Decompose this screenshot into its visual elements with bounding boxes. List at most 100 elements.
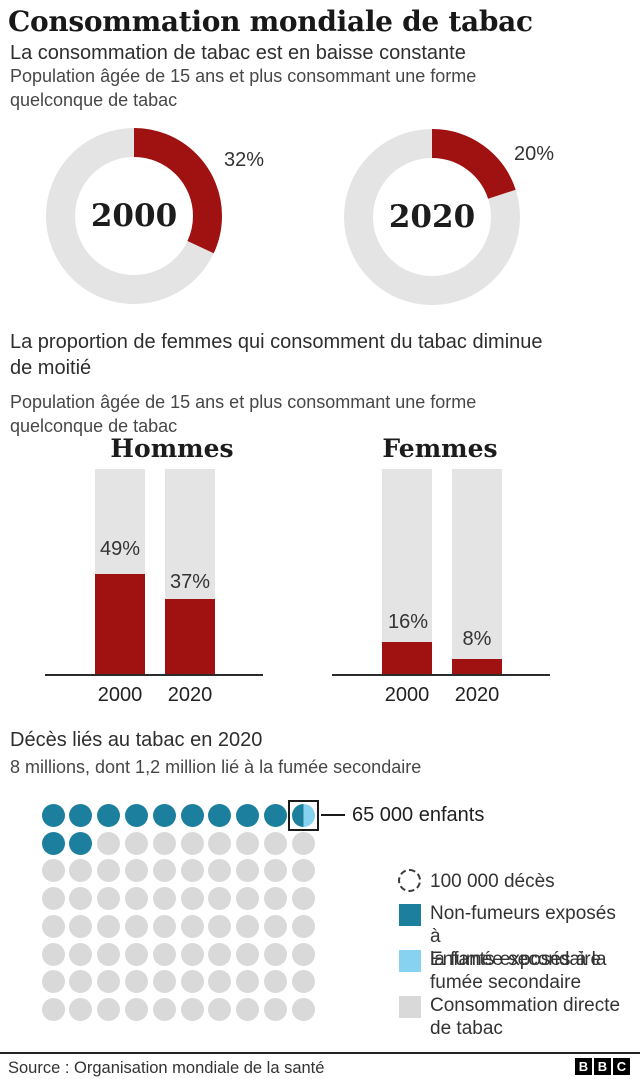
group-heading-hommes: Hommes xyxy=(110,434,234,463)
matrix-dot xyxy=(152,804,176,827)
donut-chart-2020: 2020 xyxy=(342,127,522,307)
bbc-logo-c: C xyxy=(613,1058,630,1075)
deaths-section-title: Décès liés au tabac en 2020 xyxy=(10,729,263,751)
matrix-dot xyxy=(152,914,176,938)
matrix-dot xyxy=(263,970,287,994)
legend-swatch-nonsmokers xyxy=(399,904,421,926)
matrix-dot xyxy=(69,804,93,827)
footer-divider xyxy=(0,1052,640,1054)
matrix-dot xyxy=(41,914,65,938)
bar-label-femmes-2020: 8% xyxy=(462,628,492,650)
matrix-dot xyxy=(180,970,204,994)
matrix-dot xyxy=(124,942,148,966)
matrix-dot xyxy=(97,859,121,883)
matrix-dot xyxy=(69,942,93,966)
matrix-dot xyxy=(97,997,121,1021)
group-heading-femmes: Femmes xyxy=(382,434,498,463)
matrix-dot xyxy=(180,859,204,883)
matrix-dot xyxy=(180,887,204,911)
annotation-box xyxy=(288,800,319,831)
matrix-dot xyxy=(41,804,65,827)
population-note: Population âgée de 15 ans et plus consom… xyxy=(10,66,477,110)
matrix-dot xyxy=(69,831,93,855)
matrix-dot xyxy=(152,887,176,911)
legend-label-direct: Consommation directe de tabac xyxy=(430,995,621,1039)
matrix-dot xyxy=(180,914,204,938)
matrix-dot xyxy=(236,859,260,883)
matrix-dot xyxy=(152,997,176,1021)
matrix-dot xyxy=(208,831,232,855)
matrix-dot xyxy=(41,859,65,883)
donut-2000-percent: 32% xyxy=(224,149,265,171)
matrix-dot xyxy=(97,804,121,827)
bar-fill-femmes-2020 xyxy=(452,658,502,675)
matrix-dot xyxy=(263,997,287,1021)
deaths-section-subtitle: 8 millions, dont 1,2 million lié à la fu… xyxy=(10,757,422,777)
annotation-children: 65 000 enfants xyxy=(352,804,485,826)
bar-label-hommes-2020: 37% xyxy=(169,571,211,593)
matrix-dot xyxy=(124,914,148,938)
matrix-dot xyxy=(69,914,93,938)
matrix-dot xyxy=(124,859,148,883)
tick-hommes-2020: 2020 xyxy=(167,684,213,706)
donut-year-label: 2000 xyxy=(90,198,178,234)
legend-label-unit: 100 000 décès xyxy=(430,871,555,892)
matrix-dot xyxy=(208,914,232,938)
matrix-dot xyxy=(152,942,176,966)
matrix-dot xyxy=(180,997,204,1021)
matrix-dot xyxy=(236,970,260,994)
tick-femmes-2000: 2000 xyxy=(384,684,430,706)
matrix-dot xyxy=(263,914,287,938)
legend-label-children: Enfants exposés à la fumée secondaire xyxy=(430,949,607,993)
matrix-dot xyxy=(97,831,121,855)
matrix-dot xyxy=(236,831,260,855)
matrix-dot xyxy=(236,997,260,1021)
matrix-dot xyxy=(152,970,176,994)
donut-chart-2000: 2000 xyxy=(44,126,224,306)
legend-label-nonsmokers: Non-fumeurs exposés à la fumée secondair… xyxy=(430,903,616,970)
bar-hommes-2000 xyxy=(95,469,145,675)
matrix-dot xyxy=(236,804,260,827)
matrix-dot xyxy=(291,859,315,883)
matrix-dot xyxy=(263,859,287,883)
donut-ring-value xyxy=(344,129,520,305)
bar-section-title: La proportion de femmes qui consomment d… xyxy=(10,331,543,379)
matrix-dot xyxy=(41,887,65,911)
matrix-dot xyxy=(208,997,232,1021)
bar-fill-femmes-2000 xyxy=(382,642,432,675)
matrix-dot xyxy=(236,914,260,938)
tick-femmes-2020: 2020 xyxy=(454,684,500,706)
bar-femmes-2020 xyxy=(452,469,502,675)
matrix-dot xyxy=(291,831,315,855)
matrix-dot xyxy=(124,887,148,911)
matrix-dot xyxy=(41,831,65,855)
page-title: Consommation mondiale de tabac xyxy=(8,5,533,38)
population-note-2: Population âgée de 15 ans et plus consom… xyxy=(10,392,477,436)
matrix-dot xyxy=(124,804,148,827)
matrix-dot xyxy=(263,942,287,966)
tick-hommes-2000: 2000 xyxy=(97,684,143,706)
donut-ring-value xyxy=(46,128,222,304)
matrix-dot xyxy=(208,942,232,966)
matrix-dot xyxy=(41,997,65,1021)
source-text: Source : Organisation mondiale de la san… xyxy=(8,1059,325,1077)
chart-subtitle: La consommation de tabac est en baisse c… xyxy=(10,42,466,64)
matrix-dot xyxy=(69,970,93,994)
matrix-dot xyxy=(291,914,315,938)
bbc-logo-b2: B xyxy=(594,1058,611,1075)
matrix-dot xyxy=(208,859,232,883)
matrix-dot xyxy=(208,804,232,827)
donut-year-label: 2020 xyxy=(388,199,476,235)
matrix-dot xyxy=(291,970,315,994)
x-axis-hommes xyxy=(45,674,263,676)
matrix-dot xyxy=(152,859,176,883)
matrix-dot xyxy=(97,914,121,938)
matrix-dot xyxy=(97,887,121,911)
matrix-dot xyxy=(124,831,148,855)
matrix-dot xyxy=(236,887,260,911)
matrix-dot xyxy=(152,831,176,855)
matrix-dot xyxy=(124,997,148,1021)
matrix-dot xyxy=(69,859,93,883)
matrix-dot xyxy=(97,970,121,994)
